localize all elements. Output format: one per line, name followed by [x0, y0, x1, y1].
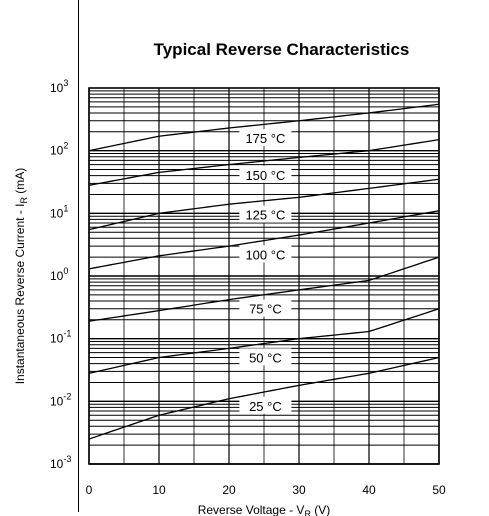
curve-label-backgrounds [239, 129, 292, 414]
curve-label: 50 °C [249, 350, 282, 365]
series-line [88, 210, 440, 270]
x-tick-label: 20 [222, 483, 236, 497]
x-tick-label: 0 [86, 483, 93, 497]
series-line [88, 178, 440, 231]
y-tick-label: 10-2 [50, 391, 71, 408]
y-tick-label: 10-1 [50, 329, 71, 346]
series-line [88, 356, 440, 440]
x-tick-label: 30 [292, 483, 306, 497]
y-tick-labels: 10-3 10-2 10-1 100 101 102 103 [50, 78, 71, 471]
curve-label-bg [239, 165, 292, 183]
chart-title: Typical Reverse Characteristics [153, 40, 410, 59]
curve-label: 150 °C [245, 168, 285, 183]
curve-label-bg [239, 245, 292, 263]
axes [88, 87, 440, 465]
figure-frame [78, 0, 485, 512]
curve-labels: 175 °C 150 °C 125 °C 100 °C 75 °C 50 °C 25 °C [245, 131, 285, 414]
y-axis-label-main: Instantaneous Reverse Current - I [13, 204, 27, 385]
x-axis-label-unit: (V) [311, 503, 330, 516]
curves [88, 103, 440, 440]
curve-label: 75 °C [249, 302, 282, 317]
x-tick-label: 40 [362, 483, 376, 497]
x-axis-label-sub: R [304, 509, 311, 516]
y-tick-label: 100 [50, 266, 68, 283]
curve-label-bg [239, 129, 292, 147]
x-axis-label-main: Reverse Voltage - V [198, 503, 305, 516]
grid [88, 88, 440, 465]
curve-label-bg [239, 205, 292, 223]
series-line [88, 256, 440, 322]
y-axis-label-sub: R [19, 197, 29, 204]
y-axis-label-unit: (mA) [13, 168, 27, 197]
curve-label: 100 °C [245, 247, 285, 262]
x-tick-labels: 0 10 20 30 40 50 [86, 483, 446, 497]
series-line [88, 138, 440, 186]
y-tick-label: 10-3 [50, 454, 71, 471]
series-line [88, 308, 440, 374]
plot-border [88, 87, 440, 465]
x-axis-label: Reverse Voltage - VR (V) [198, 503, 331, 516]
x-tick-label: 50 [432, 483, 446, 497]
curve-label-bg [239, 348, 292, 366]
x-tick-label: 10 [152, 483, 166, 497]
curve-label: 25 °C [249, 399, 282, 414]
y-tick-label: 101 [50, 203, 68, 220]
y-tick-label: 102 [50, 141, 68, 158]
y-tick-label: 103 [50, 78, 68, 95]
curve-label-bg [239, 396, 292, 414]
curve-label-bg [239, 299, 292, 317]
series-line [88, 103, 440, 152]
y-axis-label: Instantaneous Reverse Current - IR (mA) [13, 168, 29, 385]
curve-label: 175 °C [245, 131, 285, 146]
curve-label: 125 °C [245, 208, 285, 223]
